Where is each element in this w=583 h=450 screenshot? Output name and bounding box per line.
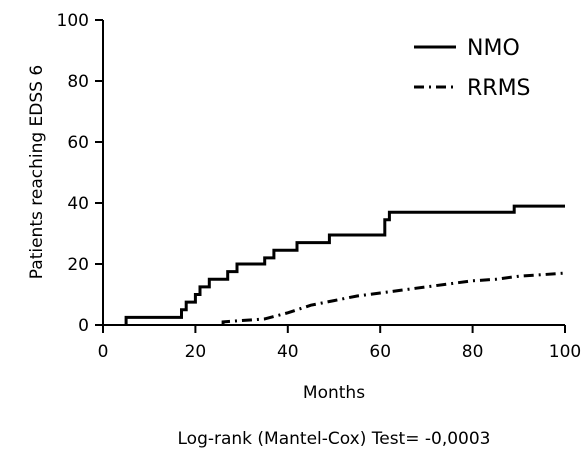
y-tick-label: 20 [67, 255, 89, 275]
legend-label-rrms: RRMS [467, 76, 531, 101]
y-tick-label: 60 [67, 133, 89, 153]
y-tick-label: 80 [67, 72, 89, 92]
axes [102, 20, 565, 326]
y-tick-label: 100 [57, 11, 89, 31]
x-tick-label: 80 [462, 342, 484, 362]
x-tick-label: 60 [369, 342, 391, 362]
logrank-annotation: Log-rank (Mantel-Cox) Test= -0,0003 [178, 429, 491, 449]
x-tick-label: 100 [549, 342, 581, 362]
legend: NMO RRMS [414, 36, 531, 101]
y-tick-label: 0 [78, 316, 89, 336]
y-tick-label: 40 [67, 194, 89, 214]
x-tick-label: 40 [277, 342, 299, 362]
series-line-rrms [221, 271, 566, 325]
series-line-nmo [124, 204, 565, 325]
y-axis-title: Patients reaching EDSS 6 [27, 65, 47, 279]
legend-label-nmo: NMO [467, 36, 520, 61]
x-tick-label: 20 [185, 342, 207, 362]
ticks: 0 20 40 60 80 100 0 20 40 60 80 100 [57, 11, 582, 362]
x-tick-label: 0 [98, 342, 109, 362]
series-layer [124, 204, 566, 325]
x-axis-title: Months [303, 383, 365, 403]
